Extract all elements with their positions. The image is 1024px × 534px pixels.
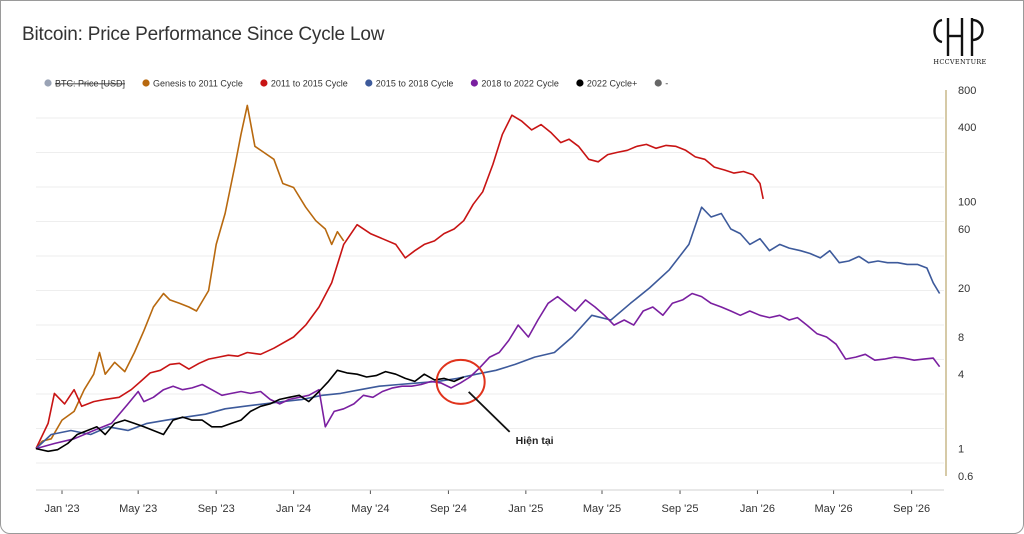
legend-label: BTC: Price [USD] — [55, 79, 125, 89]
legend-dot-icon — [654, 79, 662, 87]
y-tick-label: 0.6 — [958, 471, 973, 483]
y-tick-label: 1 — [958, 444, 964, 456]
grid-lines — [36, 117, 944, 464]
legend-dot-icon — [365, 79, 373, 87]
annotation-group: Hiện tại — [435, 358, 554, 447]
legend-label: 2018 to 2022 Cycle — [481, 79, 559, 89]
x-tick-label: Sep '24 — [430, 503, 467, 515]
legend-item-2015-to-2018-cycle[interactable]: 2015 to 2018 Cycle — [365, 79, 453, 89]
legend-dot-icon — [142, 79, 150, 87]
series-line-genesis-to-2011-cycle — [35, 104, 345, 450]
x-tick-label: May '25 — [583, 503, 621, 515]
x-tick-label: Jan '25 — [508, 503, 543, 515]
hccventure-logo-icon — [933, 18, 984, 56]
y-tick-label: 20 — [958, 283, 970, 295]
legend-label: 2015 to 2018 Cycle — [376, 79, 454, 89]
y-tick-label: 100 — [958, 197, 976, 209]
legend-label: 2022 Cycle+ — [587, 79, 637, 89]
y-tick-label: 800 — [958, 85, 976, 97]
series-line-2018-to-2022-cycle — [35, 292, 941, 450]
series-line-2022-cycle — [35, 369, 465, 453]
legend-dot-icon — [260, 79, 268, 87]
series-group — [35, 104, 941, 453]
current-position-circle — [435, 358, 486, 405]
x-tick-label: Jan '26 — [740, 503, 775, 515]
legend-label: - — [665, 79, 668, 89]
chart-title: Bitcoin: Price Performance Since Cycle L… — [22, 24, 385, 45]
legend-item-2022-cycle[interactable]: 2022 Cycle+ — [576, 79, 637, 89]
legend-label: 2011 to 2015 Cycle — [271, 79, 348, 89]
legend-item-genesis-to-2011-cycle[interactable]: Genesis to 2011 Cycle — [142, 79, 243, 89]
legend-item-[interactable]: - — [654, 79, 669, 89]
legend-item-2011-to-2015-cycle[interactable]: 2011 to 2015 Cycle — [260, 79, 348, 89]
x-tick-label: May '26 — [814, 503, 852, 515]
x-tick-label: Jan '23 — [44, 503, 79, 515]
x-tick-label: Sep '23 — [198, 503, 235, 515]
logo-text: HCCVENTURE — [933, 58, 987, 66]
y-tick-label: 8 — [958, 332, 964, 344]
x-tick-label: Sep '26 — [893, 503, 930, 515]
y-axis-ticks: 800 400 100 60 20 8 4 1 0.6 — [958, 85, 976, 483]
y-tick-label: 60 — [958, 224, 970, 236]
chart-legend: BTC: Price [USD] Genesis to 2011 Cycle 201… — [44, 79, 668, 89]
series-line-2015-to-2018-cycle — [35, 206, 941, 450]
x-tick-label: Sep '25 — [662, 503, 699, 515]
y-tick-label: 400 — [958, 122, 976, 134]
series-line-2011-to-2015-cycle — [35, 114, 764, 449]
x-tick-label: May '23 — [119, 503, 157, 515]
legend-dot-icon — [470, 79, 478, 87]
legend-label: Genesis to 2011 Cycle — [153, 79, 243, 89]
annotation-arrow — [468, 391, 511, 433]
legend-dot-icon — [576, 79, 584, 87]
annotation-label: Hiện tại — [516, 435, 554, 447]
x-tick-label: Jan '24 — [276, 503, 311, 515]
x-tick-label: May '24 — [351, 503, 389, 515]
y-tick-label: 4 — [958, 369, 964, 381]
legend-item-btc-price-usd[interactable]: BTC: Price [USD] — [44, 79, 125, 89]
x-axis-ticks: Jan '23 May '23 Sep '23 Jan '24 May '24 Sep '… — [36, 489, 944, 515]
legend-dot-icon — [44, 79, 52, 87]
legend-item-2018-to-2022-cycle[interactable]: 2018 to 2022 Cycle — [470, 79, 559, 89]
